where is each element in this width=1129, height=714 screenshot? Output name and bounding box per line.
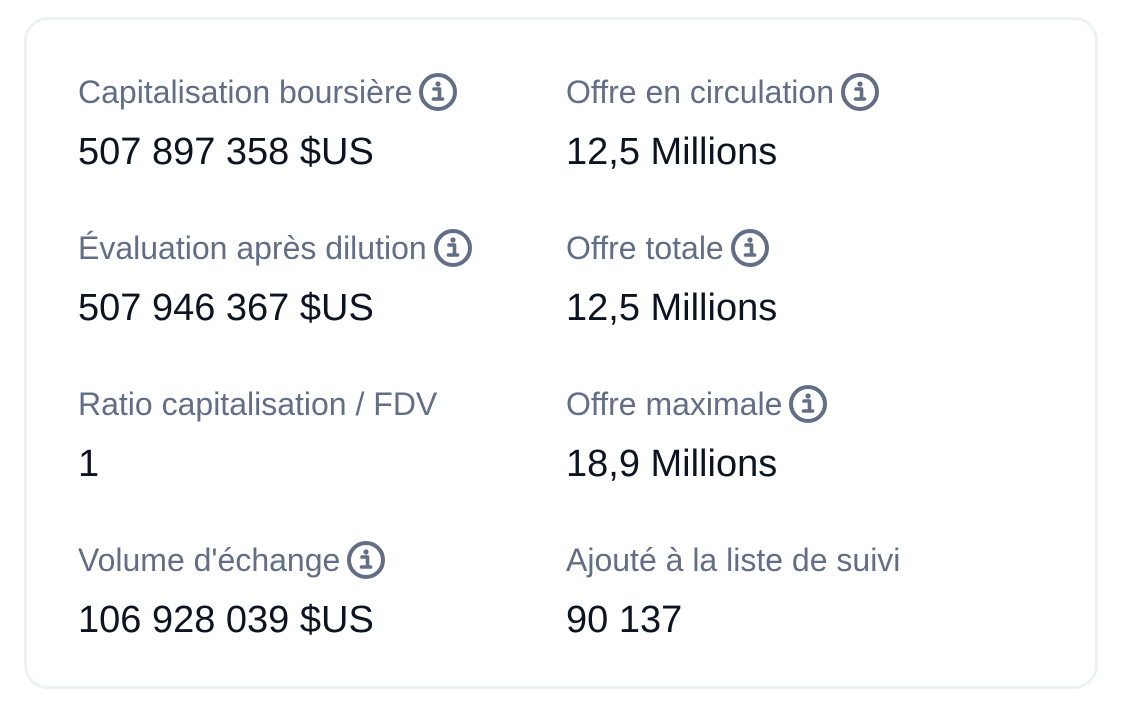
stat-label: Offre maximale	[566, 386, 783, 422]
stat-value: 90 137	[566, 599, 683, 641]
stat-value: 12,5 Millions	[566, 131, 778, 173]
stat-label: Volume d'échange	[78, 542, 341, 578]
info-icon[interactable]	[788, 384, 828, 424]
stat-ratio: Ratio capitalisation / FDV 1	[78, 381, 437, 487]
stat-watchlist: Ajouté à la liste de suivi 90 137	[566, 537, 900, 643]
stat-label: Capitalisation boursière	[78, 74, 413, 110]
stat-circulating-supply: Offre en circulation 12,5 Millions	[566, 69, 880, 175]
stat-value: 18,9 Millions	[566, 443, 778, 485]
info-icon[interactable]	[840, 72, 880, 112]
stat-label: Ratio capitalisation / FDV	[78, 386, 438, 422]
info-icon[interactable]	[730, 228, 770, 268]
info-icon[interactable]	[418, 72, 458, 112]
stat-max-supply: Offre maximale 18,9 Millions	[566, 381, 828, 487]
stat-label: Offre totale	[566, 230, 724, 266]
stat-value: 507 897 358 $US	[78, 131, 374, 173]
stat-label: Évaluation après dilution	[78, 230, 427, 266]
stats-card: Capitalisation boursière 507 897 358 $US…	[24, 17, 1098, 689]
stat-value: 106 928 039 $US	[78, 599, 374, 641]
stat-value: 12,5 Millions	[566, 287, 778, 329]
stat-value: 507 946 367 $US	[78, 287, 374, 329]
stat-volume: Volume d'échange 106 928 039 $US	[78, 537, 386, 643]
stat-market-cap: Capitalisation boursière 507 897 358 $US	[78, 69, 458, 175]
info-icon[interactable]	[433, 228, 473, 268]
stat-label: Ajouté à la liste de suivi	[566, 542, 901, 578]
stat-label: Offre en circulation	[566, 74, 834, 110]
stat-total-supply: Offre totale 12,5 Millions	[566, 225, 777, 331]
stat-value: 1	[78, 443, 100, 485]
info-icon[interactable]	[346, 540, 386, 580]
stat-fdv: Évaluation après dilution 507 946 367 $U…	[78, 225, 473, 331]
